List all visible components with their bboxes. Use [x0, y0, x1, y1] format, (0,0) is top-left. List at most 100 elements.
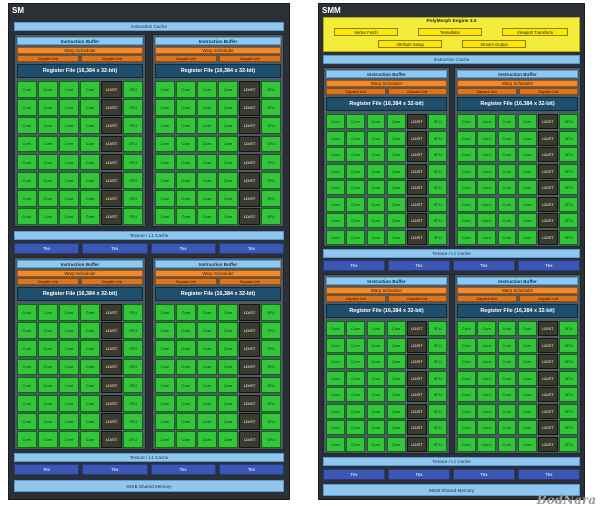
core-unit: Core	[457, 321, 476, 336]
register-file: Register File (16,384 x 32-bit)	[457, 97, 578, 111]
core-unit: Core	[477, 437, 497, 452]
ldst-unit: LD/ST	[407, 230, 427, 245]
core-unit: Core	[497, 387, 517, 403]
instruction-buffer: Instruction Buffer	[17, 260, 143, 268]
sfu-unit: SFU	[428, 370, 447, 386]
core-unit: Core	[80, 171, 100, 189]
register-file: Register File (16,384 x 32-bit)	[155, 287, 281, 301]
core-unit: Core	[80, 413, 100, 430]
core-unit: Core	[197, 431, 217, 448]
sfu-unit: SFU	[559, 420, 578, 436]
ldst-unit: LD/ST	[239, 208, 260, 225]
core-unit: Core	[517, 337, 537, 353]
core-unit: Core	[517, 147, 537, 163]
core-unit: Core	[197, 322, 217, 339]
core-unit: Core	[457, 130, 476, 146]
core-unit: Core	[38, 376, 58, 394]
dispatch-unit: Dispatch Unit	[326, 295, 386, 302]
sfu-unit: SFU	[261, 394, 281, 412]
ldst-unit: LD/ST	[101, 190, 122, 207]
core-unit: Core	[346, 180, 366, 196]
ldst-unit: LD/ST	[407, 354, 427, 370]
ldst-unit: LD/ST	[239, 81, 260, 98]
dispatch-unit: Dispatch Unit	[518, 295, 578, 302]
ldst-unit: LD/ST	[407, 147, 427, 163]
core-unit: Core	[17, 208, 37, 225]
core-unit: Core	[218, 431, 238, 448]
dispatch-unit: Dispatch Unit	[387, 88, 447, 95]
tex-unit: Tex	[518, 469, 580, 480]
core-unit: Core	[366, 370, 386, 386]
core-unit: Core	[59, 394, 79, 412]
core-unit: Core	[80, 304, 100, 321]
dispatch-unit: Dispatch Unit	[219, 55, 281, 62]
core-unit: Core	[218, 340, 238, 358]
register-file: Register File (16,384 x 32-bit)	[457, 304, 578, 318]
core-unit: Core	[197, 171, 217, 189]
core-unit: Core	[218, 358, 238, 376]
core-unit: Core	[155, 153, 175, 171]
tex-unit: Tex	[82, 243, 148, 254]
sfu-unit: SFU	[123, 376, 143, 394]
core-unit: Core	[497, 420, 517, 436]
core-unit: Core	[218, 376, 238, 394]
core-unit: Core	[80, 135, 100, 153]
core-unit: Core	[346, 196, 366, 212]
warp-scheduler: Warp Scheduler	[457, 80, 578, 87]
core-unit: Core	[155, 208, 175, 225]
core-unit: Core	[59, 153, 79, 171]
sfu-unit: SFU	[261, 413, 281, 430]
core-unit: Core	[80, 208, 100, 225]
core-unit: Core	[366, 387, 386, 403]
core-unit: Core	[38, 413, 58, 430]
sm-title: SM	[12, 6, 24, 15]
core-unit: Core	[59, 190, 79, 207]
sfu-unit: SFU	[559, 114, 578, 129]
core-unit: Core	[497, 213, 517, 229]
core-unit: Core	[346, 370, 366, 386]
warp-scheduler: Warp Scheduler	[326, 287, 447, 294]
core-unit: Core	[218, 190, 238, 207]
core-unit: Core	[59, 81, 79, 98]
core-unit: Core	[346, 437, 366, 452]
core-unit: Core	[517, 403, 537, 419]
register-file: Register File (16,384 x 32-bit)	[17, 64, 143, 78]
core-unit: Core	[326, 337, 345, 353]
dispatch-unit: Dispatch Unit	[457, 295, 517, 302]
core-unit: Core	[346, 321, 366, 336]
core-unit: Core	[497, 130, 517, 146]
dispatch-unit-row: Dispatch Unit Dispatch Unit	[155, 278, 281, 285]
core-unit: Core	[346, 337, 366, 353]
tex-unit: Tex	[150, 243, 216, 254]
core-unit: Core	[38, 135, 58, 153]
ldst-unit: LD/ST	[101, 153, 122, 171]
sfu-unit: SFU	[428, 387, 447, 403]
core-unit: Core	[457, 387, 476, 403]
dispatch-unit: Dispatch Unit	[17, 55, 79, 62]
sfu-unit: SFU	[559, 130, 578, 146]
core-unit: Core	[326, 163, 345, 179]
sfu-unit: SFU	[428, 403, 447, 419]
core-unit: Core	[457, 196, 476, 212]
ldst-unit: LD/ST	[101, 117, 122, 135]
core-unit: Core	[59, 135, 79, 153]
core-unit: Core	[386, 114, 406, 129]
ldst-unit: LD/ST	[101, 322, 122, 339]
ldst-unit: LD/ST	[407, 196, 427, 212]
instruction-buffer: Instruction Buffer	[457, 70, 578, 78]
tessellator: Tessellator	[418, 28, 482, 36]
core-unit: Core	[366, 163, 386, 179]
smm-tex-row-bottom: Tex Tex Tex Tex	[323, 469, 580, 480]
dispatch-unit-row: Dispatch Unit Dispatch Unit	[457, 88, 578, 95]
core-unit: Core	[176, 358, 196, 376]
sm-texture-cache-top: Texture / L1 Cache	[14, 231, 284, 240]
core-unit: Core	[477, 387, 497, 403]
core-unit: Core	[17, 171, 37, 189]
core-unit: Core	[386, 230, 406, 245]
core-unit: Core	[386, 180, 406, 196]
dispatch-unit-row: Dispatch Unit Dispatch Unit	[17, 55, 143, 62]
ldst-unit: LD/ST	[101, 208, 122, 225]
instruction-buffer: Instruction Buffer	[457, 277, 578, 285]
ldst-unit: LD/ST	[407, 387, 427, 403]
ldst-unit: LD/ST	[407, 437, 427, 452]
